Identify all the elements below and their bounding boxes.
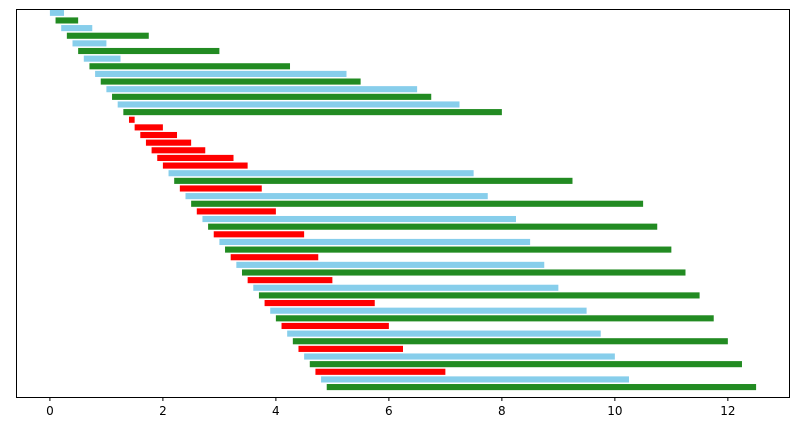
- bar-18: [151, 147, 206, 154]
- x-tick-label-10: 10: [607, 404, 622, 418]
- x-tick-label-12: 12: [720, 404, 735, 418]
- bar-13: [123, 109, 502, 116]
- bar-38: [264, 300, 375, 307]
- bar-37: [258, 292, 700, 299]
- bar-12: [117, 101, 460, 108]
- bar-9: [100, 78, 361, 85]
- bar-8: [95, 70, 347, 77]
- bar-25: [191, 200, 644, 207]
- x-tick-label-0: 0: [46, 404, 54, 418]
- bar-45: [304, 353, 615, 360]
- bar-6: [83, 55, 121, 62]
- bar-10: [106, 86, 418, 93]
- bar-14: [128, 116, 135, 123]
- bar-29: [213, 231, 305, 238]
- x-tick-label-8: 8: [498, 404, 506, 418]
- bar-26: [196, 208, 276, 215]
- bar-0: [49, 9, 65, 16]
- bar-11: [112, 93, 432, 100]
- bar-4: [72, 40, 107, 47]
- x-tick-label-4: 4: [272, 404, 280, 418]
- bar-5: [78, 47, 220, 55]
- bar-28: [208, 223, 658, 230]
- bars-group: [49, 9, 757, 391]
- bar-47: [315, 368, 446, 375]
- x-axis-ticks: 0 2 4 6 8 10 12: [46, 397, 735, 418]
- bar-43: [292, 338, 728, 345]
- bar-20: [162, 162, 248, 169]
- bar-22: [174, 177, 573, 184]
- bar-46: [309, 361, 742, 368]
- bar-30: [219, 238, 531, 246]
- bar-34: [241, 269, 686, 276]
- bar-41: [281, 322, 389, 330]
- bar-19: [157, 154, 234, 161]
- bar-35: [247, 277, 333, 284]
- bar-24: [185, 193, 488, 200]
- bar-27: [202, 215, 516, 223]
- bar-49: [326, 384, 757, 391]
- bar-16: [140, 131, 178, 139]
- x-tick-label-2: 2: [159, 404, 167, 418]
- bar-23: [179, 185, 262, 192]
- bar-39: [270, 307, 587, 314]
- bar-1: [55, 17, 79, 24]
- axes-frame: [16, 9, 790, 398]
- bar-42: [287, 330, 601, 337]
- bar-48: [321, 376, 629, 383]
- x-tick-label-6: 6: [385, 404, 393, 418]
- bar-31: [225, 246, 672, 253]
- bar-7: [89, 63, 291, 70]
- bar-3: [66, 32, 149, 39]
- bar-21: [168, 170, 474, 177]
- bar-44: [298, 345, 403, 352]
- bar-32: [230, 254, 319, 261]
- bar-2: [61, 25, 93, 32]
- bar-40: [275, 315, 714, 322]
- bar-15: [134, 124, 163, 131]
- bar-17: [145, 139, 192, 146]
- bar-33: [236, 261, 545, 268]
- bar-36: [253, 284, 559, 291]
